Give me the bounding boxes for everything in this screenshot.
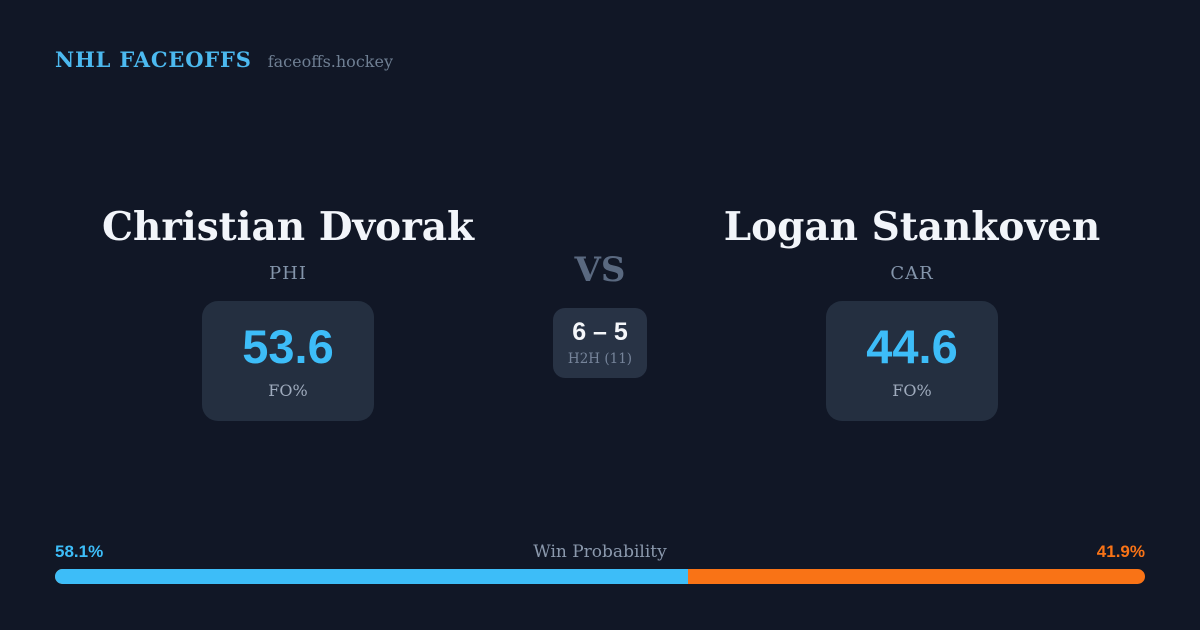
header: NHL FACEOFFS faceoffs.hockey: [55, 47, 393, 72]
right-player-column: Logan Stankoven CAR 44.6 FO%: [712, 205, 1112, 421]
win-probability-title: Win Probability: [533, 542, 667, 562]
vs-label: VS: [574, 250, 626, 290]
left-player-team: PHI: [269, 262, 307, 284]
right-fo-label: FO%: [892, 381, 932, 401]
left-fo-value: 53.6: [242, 320, 334, 374]
h2h-card: 6 – 5 H2H (11): [553, 308, 647, 378]
brand-title: NHL FACEOFFS: [55, 47, 252, 72]
win-probability-bar: [55, 569, 1145, 584]
left-fo-stat-card: 53.6 FO%: [202, 300, 374, 421]
h2h-record: 6 – 5: [572, 317, 628, 346]
left-player-name: Christian Dvorak: [101, 204, 475, 250]
right-fo-stat-card: 44.6 FO%: [826, 300, 998, 421]
left-win-pct: 58.1%: [55, 542, 104, 561]
left-player-column: Christian Dvorak PHI 53.6 FO%: [88, 205, 488, 421]
left-fo-label: FO%: [268, 381, 308, 401]
right-player-name: Logan Stankoven: [723, 204, 1101, 250]
right-win-pct: 41.9%: [1096, 542, 1145, 561]
win-probability-labels: 58.1% Win Probability 41.9%: [55, 542, 1145, 562]
right-fo-value: 44.6: [866, 320, 958, 374]
site-url: faceoffs.hockey: [267, 52, 393, 71]
win-bar-left-segment: [55, 569, 689, 584]
h2h-label: H2H (11): [567, 350, 633, 367]
right-player-team: CAR: [890, 262, 934, 284]
